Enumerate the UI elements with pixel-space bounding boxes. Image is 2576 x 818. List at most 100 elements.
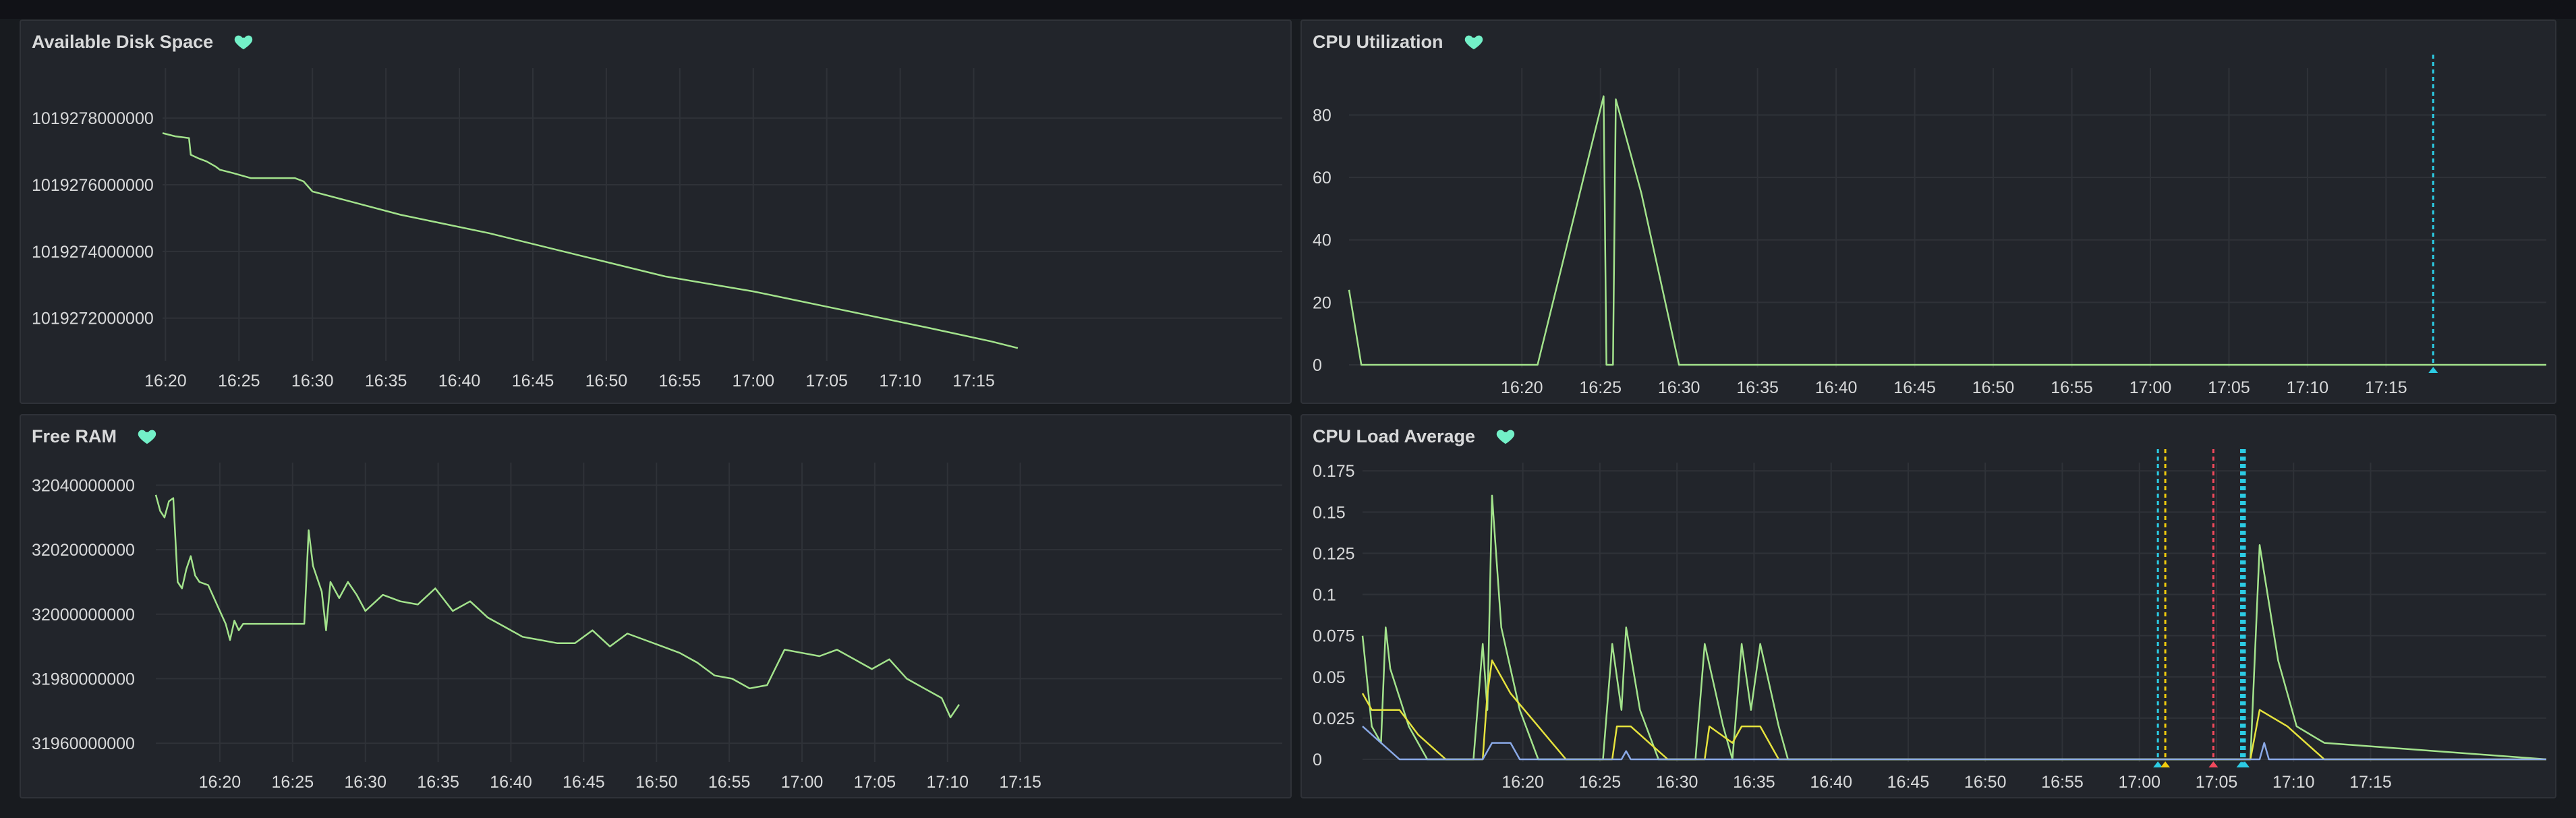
x-tick-label: 16:45 — [1893, 378, 1936, 397]
x-tick-label: 17:00 — [781, 773, 824, 792]
x-tick-label: 16:40 — [1815, 378, 1858, 397]
y-tick-label: 31980000000 — [32, 670, 135, 689]
disk-space-svg: 16:20 16:25 16:30 16:35 16:40 16:45 16:50 16:55… — [32, 68, 1282, 390]
heart-icon — [1495, 426, 1516, 446]
series-line — [1348, 95, 2546, 366]
x-tick-label: 17:15 — [999, 773, 1041, 792]
x-tick-label: 16:50 — [1964, 773, 2007, 792]
cpu-load-panel: CPU Load Average 16:20 16:25 16:30 16:35 16:… — [1300, 414, 2556, 798]
panel-title[interactable]: Available Disk Space — [32, 32, 254, 52]
y-tick-label: 0.125 — [1313, 544, 1355, 563]
x-tick-label: 17:15 — [2365, 378, 2407, 397]
y-tick-label: 32000000000 — [32, 606, 135, 624]
heart-icon — [1464, 32, 1484, 52]
series-line — [1362, 726, 2546, 761]
x-tick-label: 16:25 — [218, 372, 260, 390]
x-tick-label: 16:25 — [272, 773, 314, 792]
panel-title[interactable]: Free RAM — [32, 426, 157, 446]
annotation-marker — [2160, 761, 2171, 767]
x-tick-label: 16:50 — [635, 773, 678, 792]
x-tick-label: 16:50 — [1972, 378, 2015, 397]
x-tick-label: 17:10 — [2272, 773, 2315, 792]
y-tick-label: 31960000000 — [32, 734, 135, 753]
x-tick-label: 16:30 — [1656, 773, 1698, 792]
x-tick-label: 16:30 — [1658, 378, 1700, 397]
x-tick-label: 17:10 — [926, 773, 969, 792]
x-tick-label: 17:05 — [2208, 378, 2250, 397]
y-tick-label: 0.175 — [1313, 462, 1355, 481]
x-tick-label: 16:55 — [2051, 378, 2093, 397]
x-tick-label: 16:40 — [438, 372, 481, 390]
cpu-utilization-panel: CPU Utilization 16:20 16:25 16:30 16:35 16:4… — [1300, 20, 2556, 404]
x-tick-label: 16:35 — [1733, 773, 1775, 792]
x-tick-label: 16:20 — [199, 773, 241, 792]
disk-space-panel: Available Disk Space 16:20 16:25 16:30 16:3… — [20, 20, 1292, 404]
cpu-utilization-title: CPU Utilization — [1313, 31, 1443, 52]
x-tick-label: 17:15 — [952, 372, 995, 390]
x-tick-label: 17:05 — [854, 773, 896, 792]
annotation-marker — [2153, 761, 2163, 767]
cpu-load-svg: 16:20 16:25 16:30 16:35 16:40 16:45 16:50 16:55… — [1313, 449, 2547, 792]
x-tick-label: 16:25 — [1579, 773, 1622, 792]
y-tick-label: 40 — [1313, 231, 1332, 250]
y-tick-label: 1019274000000 — [32, 243, 154, 262]
y-tick-label: 0.1 — [1313, 586, 1336, 605]
heart-icon — [137, 426, 157, 446]
y-tick-label: 0.15 — [1313, 503, 1346, 522]
y-tick-label: 0.075 — [1313, 627, 1355, 646]
x-tick-label: 16:45 — [1887, 773, 1930, 792]
x-tick-label: 16:25 — [1579, 378, 1622, 397]
annotation-marker — [2240, 761, 2250, 767]
series-line — [162, 132, 1019, 349]
y-tick-label: 80 — [1313, 106, 1332, 125]
x-tick-label: 16:30 — [291, 372, 334, 390]
y-tick-label: 20 — [1313, 293, 1332, 312]
heart-icon — [233, 32, 254, 52]
disk-space-chart[interactable]: 16:20 16:25 16:30 16:35 16:40 16:45 16:50 16:55… — [21, 21, 1290, 403]
x-tick-label: 16:20 — [144, 372, 187, 390]
y-tick-label: 0 — [1313, 751, 1322, 769]
cpu-load-chart[interactable]: 16:20 16:25 16:30 16:35 16:40 16:45 16:50 16:55… — [1302, 415, 2555, 797]
x-tick-label: 17:00 — [2118, 773, 2160, 792]
x-tick-label: 16:35 — [417, 773, 459, 792]
y-tick-label: 0.05 — [1313, 668, 1346, 687]
cpu-utilization-svg: 16:20 16:25 16:30 16:35 16:40 16:45 16:50 16:55… — [1313, 55, 2546, 397]
free-ram-svg: 16:20 16:25 16:30 16:35 16:40 16:45 16:50 16:55… — [32, 463, 1282, 792]
x-tick-label: 16:55 — [2041, 773, 2084, 792]
panel-title[interactable]: CPU Load Average — [1313, 426, 1516, 446]
y-tick-label: 32040000000 — [32, 476, 135, 495]
free-ram-panel: Free RAM 16:20 16:25 16:30 16:35 16:40 16:45 1… — [20, 414, 1292, 798]
free-ram-title: Free RAM — [32, 426, 117, 446]
x-tick-label: 16:45 — [512, 372, 554, 390]
y-tick-label: 1019278000000 — [32, 109, 154, 128]
annotation-marker — [2208, 761, 2219, 767]
cpu-utilization-chart[interactable]: 16:20 16:25 16:30 16:35 16:40 16:45 16:50 16:55… — [1302, 21, 2555, 403]
x-tick-label: 17:05 — [805, 372, 848, 390]
x-tick-label: 16:55 — [708, 773, 751, 792]
series-line — [1361, 494, 2547, 761]
x-tick-label: 16:35 — [365, 372, 407, 390]
x-tick-label: 17:10 — [2287, 378, 2329, 397]
y-tick-label: 0 — [1313, 356, 1322, 375]
top-bar — [0, 0, 2576, 19]
x-tick-label: 17:05 — [2196, 773, 2238, 792]
y-tick-label: 0.025 — [1313, 709, 1355, 728]
cpu-load-title: CPU Load Average — [1313, 426, 1476, 446]
series-line — [154, 494, 961, 719]
x-tick-label: 16:35 — [1736, 378, 1779, 397]
free-ram-chart[interactable]: 16:20 16:25 16:30 16:35 16:40 16:45 16:50 16:55… — [21, 415, 1290, 797]
y-tick-label: 1019272000000 — [32, 310, 154, 328]
x-tick-label: 16:45 — [563, 773, 605, 792]
x-tick-label: 17:00 — [2129, 378, 2172, 397]
annotation-marker — [2428, 367, 2438, 373]
y-tick-label: 1019276000000 — [32, 176, 154, 195]
panel-title[interactable]: CPU Utilization — [1313, 32, 1484, 52]
x-tick-label: 16:55 — [659, 372, 702, 390]
x-tick-label: 16:40 — [1810, 773, 1852, 792]
x-tick-label: 16:20 — [1501, 773, 1544, 792]
disk-space-title: Available Disk Space — [32, 31, 214, 52]
x-tick-label: 16:50 — [585, 372, 628, 390]
x-tick-label: 16:20 — [1501, 378, 1543, 397]
y-tick-label: 60 — [1313, 169, 1332, 187]
x-tick-label: 17:15 — [2349, 773, 2392, 792]
